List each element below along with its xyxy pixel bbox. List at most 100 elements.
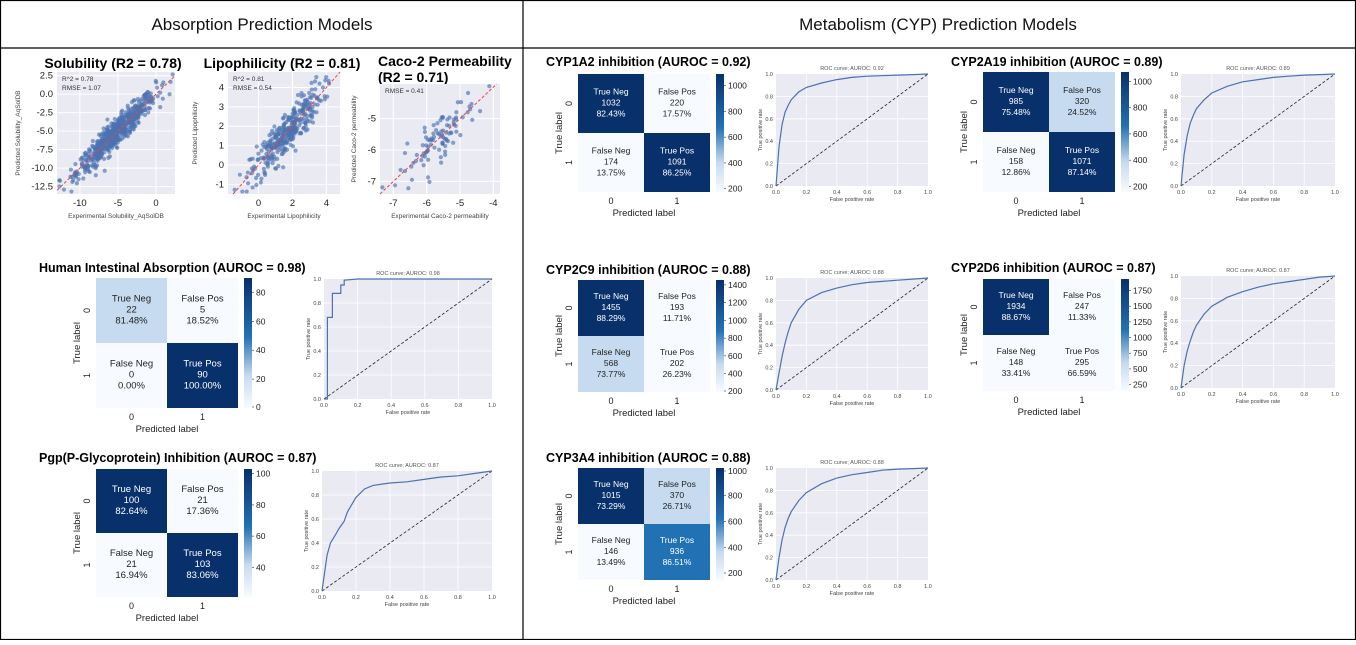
- scatter-point: [271, 142, 277, 147]
- scatter-point: [262, 144, 267, 150]
- colorbar-tick-label: 1750: [1133, 286, 1152, 296]
- scatter-point: [427, 138, 432, 143]
- y-axis-label: True label: [72, 322, 83, 364]
- x-axis-label: Predicted label: [1018, 407, 1081, 418]
- scatter-chart-caco2: Caco-2 Permeability(R2 = 0.71) RMSE = 0.4…: [351, 53, 512, 220]
- scatter-point: [120, 117, 125, 122]
- scatter-point: [160, 96, 165, 101]
- scatter-point: [270, 151, 275, 156]
- scatter-point: [437, 147, 442, 152]
- scatter-point: [455, 100, 460, 105]
- cell-percent: 75.48%: [1002, 107, 1031, 117]
- x-tick-label: 0.0: [320, 403, 328, 409]
- scatter-point: [427, 179, 432, 185]
- scatter-point: [114, 134, 119, 139]
- x-tick-label: 2: [290, 198, 295, 209]
- scatter-point: [405, 141, 410, 146]
- cell-percent: 16.94%: [115, 570, 148, 581]
- x-tick-label: 0.8: [894, 190, 902, 196]
- y-tick-label: -10.0: [31, 163, 53, 174]
- scatter-point: [158, 104, 163, 110]
- scatter-point: [423, 135, 429, 140]
- cell-label: True Neg: [593, 87, 628, 97]
- y-tick-label: 0.8: [311, 493, 319, 499]
- scatter-point: [392, 183, 398, 188]
- cell-count: 320: [1075, 96, 1089, 106]
- scatter-point: [87, 149, 92, 154]
- y-tick-label: 2.5: [40, 71, 53, 82]
- scatter-point: [307, 119, 312, 124]
- scatter-point: [297, 108, 302, 113]
- cell-percent: 17.36%: [186, 506, 219, 517]
- confusion-matrix-pgp: Pgp(P-Glycoprotein) Inhibition (AUROC = …: [39, 451, 316, 624]
- x-tick-label: 0.0: [772, 190, 780, 196]
- scatter-point: [295, 92, 301, 98]
- scatter-point: [92, 146, 97, 151]
- y-tick-label: 0.0: [311, 589, 319, 595]
- y-tick-label: 0.8: [765, 298, 773, 304]
- identity-line: [56, 75, 176, 191]
- cell-percent: 86.51%: [663, 557, 692, 567]
- scatter-point: [304, 101, 309, 106]
- matrix-cell: [96, 533, 167, 597]
- x-tick-label: 0.4: [833, 584, 841, 590]
- scatter-points: [232, 74, 332, 194]
- scatter-point: [102, 168, 107, 173]
- scatter-point: [94, 143, 99, 148]
- cell-label: True Neg: [593, 479, 628, 489]
- x-axis-label: False positive rate: [1236, 399, 1281, 405]
- scatter-point: [309, 95, 314, 100]
- cell-percent: 26.71%: [663, 501, 692, 511]
- scatter-point: [265, 147, 270, 152]
- cell-label: False Pos: [181, 294, 223, 305]
- scatter-point: [142, 101, 147, 106]
- roc-chart-hia_roc: ROC curve; AUROC: 0.98 0.00.0 0.2 0.2 0.4 0.4…: [306, 271, 496, 416]
- cell-count: 21: [126, 559, 137, 570]
- y-tick-label: 0.0: [313, 397, 321, 403]
- roc-curve: [1180, 73, 1336, 187]
- cell-label: False Neg: [997, 145, 1036, 155]
- colorbar-tick-label: 200: [728, 386, 742, 396]
- row-tick-label: 0: [564, 101, 574, 106]
- cell-percent: 11.71%: [663, 313, 692, 323]
- colorbar-tick-label: 600: [728, 351, 742, 361]
- x-tick-label: 0.2: [803, 190, 811, 196]
- confusion-matrix-cyp2c9: CYP2C9 inhibition (AUROC = 0.88) True Neg…: [546, 263, 751, 419]
- cell-percent: 0.00%: [118, 381, 145, 392]
- cell-label: False Neg: [592, 347, 631, 357]
- x-tick-label: 0.0: [1177, 392, 1185, 398]
- cell-percent: 33.41%: [1002, 368, 1031, 378]
- y-tick-label: 3: [219, 102, 224, 113]
- scatter-point: [487, 84, 492, 89]
- chart-title: Human Intestinal Absorption (AUROC = 0.9…: [39, 261, 306, 275]
- x-tick-label: 1.0: [488, 595, 496, 601]
- scatter-point: [297, 117, 302, 123]
- cell-percent: 66.59%: [1068, 368, 1097, 378]
- row-tick-label: 1: [969, 360, 979, 365]
- cell-percent: 24.52%: [1068, 107, 1097, 117]
- scatter-chart-solubility: Solubility (R2 = 0.78) R^2 = 0.78 RMSE = 1…: [15, 55, 182, 220]
- matrix-cell: [644, 524, 710, 580]
- colorbar-tick-label: 60: [256, 316, 266, 326]
- y-tick-label: 0.4: [765, 533, 773, 539]
- scatter-point: [303, 121, 308, 126]
- colorbar-tick-label: 1000: [728, 466, 747, 476]
- scatter-point: [101, 156, 107, 161]
- scatter-point: [440, 115, 445, 120]
- col-tick-label: 0: [129, 412, 134, 422]
- matrix-cell: [96, 343, 167, 408]
- plot-area: [380, 84, 500, 194]
- colorbar-tick-label: 800: [1133, 103, 1147, 113]
- cell-percent: 26.23%: [663, 369, 692, 379]
- cell-percent: 18.52%: [186, 316, 219, 327]
- x-tick-label: -6: [422, 198, 430, 209]
- row-tick-label: 1: [82, 562, 92, 567]
- x-axis-label: Experimental Caco-2 permeability: [391, 213, 489, 220]
- section-title-metabolism: Metabolism (CYP) Prediction Models: [799, 15, 1077, 34]
- scatter-point: [438, 155, 443, 160]
- chart-title: CYP2A19 inhibition (AUROC = 0.89): [951, 55, 1163, 69]
- col-tick-label: 0: [129, 601, 134, 611]
- x-axis-label: Predicted label: [613, 408, 676, 419]
- y-tick-label: -2.5: [37, 108, 53, 119]
- chart-annotation: RMSE = 1.07: [62, 85, 101, 92]
